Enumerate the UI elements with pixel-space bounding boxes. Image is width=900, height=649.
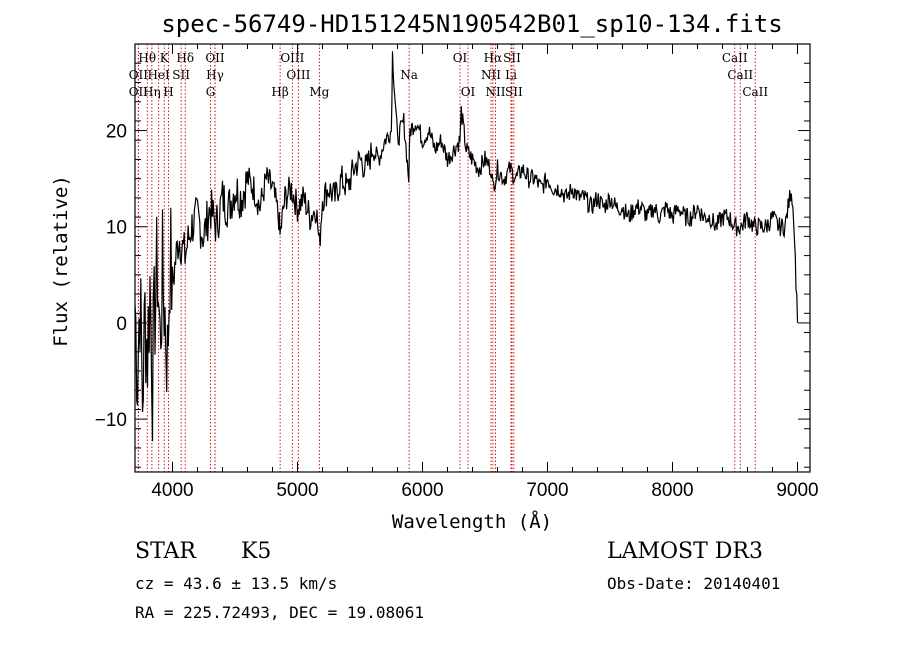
line-marker-group (137, 44, 756, 472)
object-class: STAR (135, 539, 196, 564)
line-label: Hδ (176, 51, 194, 65)
line-label: CaII (742, 85, 768, 99)
x-tick-label: 8000 (651, 480, 693, 501)
line-label: Na (400, 68, 418, 82)
chart-title: spec-56749-HD151245N190542B01_sp10-134.f… (161, 10, 782, 38)
x-tick-label: 4000 (151, 480, 193, 501)
line-label: NII (481, 68, 501, 82)
line-label: OII (205, 51, 225, 65)
axis-ticks: 4000 5000 6000 7000 8000 9000 −10 0 10 20 (95, 44, 819, 501)
line-label: OII (129, 85, 149, 99)
observation-date: Obs-Date: 20140401 (607, 574, 781, 593)
line-label: SII (505, 85, 523, 99)
line-label: OI (461, 85, 476, 99)
line-label: G (206, 85, 216, 99)
x-tick-label: 6000 (401, 480, 443, 501)
line-label: NII (486, 85, 506, 99)
redshift-cz: cz = 43.6 ± 13.5 km/s (135, 574, 338, 593)
line-label: K (160, 51, 170, 65)
line-label: SII (172, 68, 190, 82)
line-label: Hθ (138, 51, 156, 65)
x-tick-label: 9000 (776, 480, 818, 501)
y-tick-label: 10 (106, 218, 127, 239)
flux-series-line (134, 51, 799, 442)
line-label: OIII (280, 51, 304, 65)
x-tick-label: 7000 (526, 480, 568, 501)
line-label: Hη (143, 85, 161, 99)
line-label: Mg (309, 85, 329, 99)
y-tick-label: 20 (106, 122, 127, 143)
line-label: OII (129, 68, 149, 82)
x-tick-label: 5000 (276, 480, 318, 501)
line-label: Hβ (271, 85, 288, 99)
y-axis-label: Flux (relative) (50, 175, 72, 347)
plot-frame (134, 43, 811, 473)
line-label: HeI (147, 68, 170, 82)
line-label: SII (503, 51, 521, 65)
line-label: Hα (484, 51, 503, 65)
line-label: OI (453, 51, 468, 65)
ra-dec: RA = 225.72493, DEC = 19.08061 (135, 603, 424, 622)
object-subclass: K5 (241, 539, 272, 564)
line-label: CaII (722, 51, 748, 65)
line-label: Li (505, 68, 517, 82)
line-label: Hγ (206, 68, 224, 82)
survey-name: LAMOST DR3 (607, 539, 763, 564)
line-label: H (163, 85, 173, 99)
x-axis-label: Wavelength (Å) (392, 510, 552, 533)
line-label: CaII (727, 68, 753, 82)
y-tick-label: 0 (116, 314, 127, 335)
line-label: OIII (286, 68, 310, 82)
y-tick-label: −10 (95, 410, 127, 431)
